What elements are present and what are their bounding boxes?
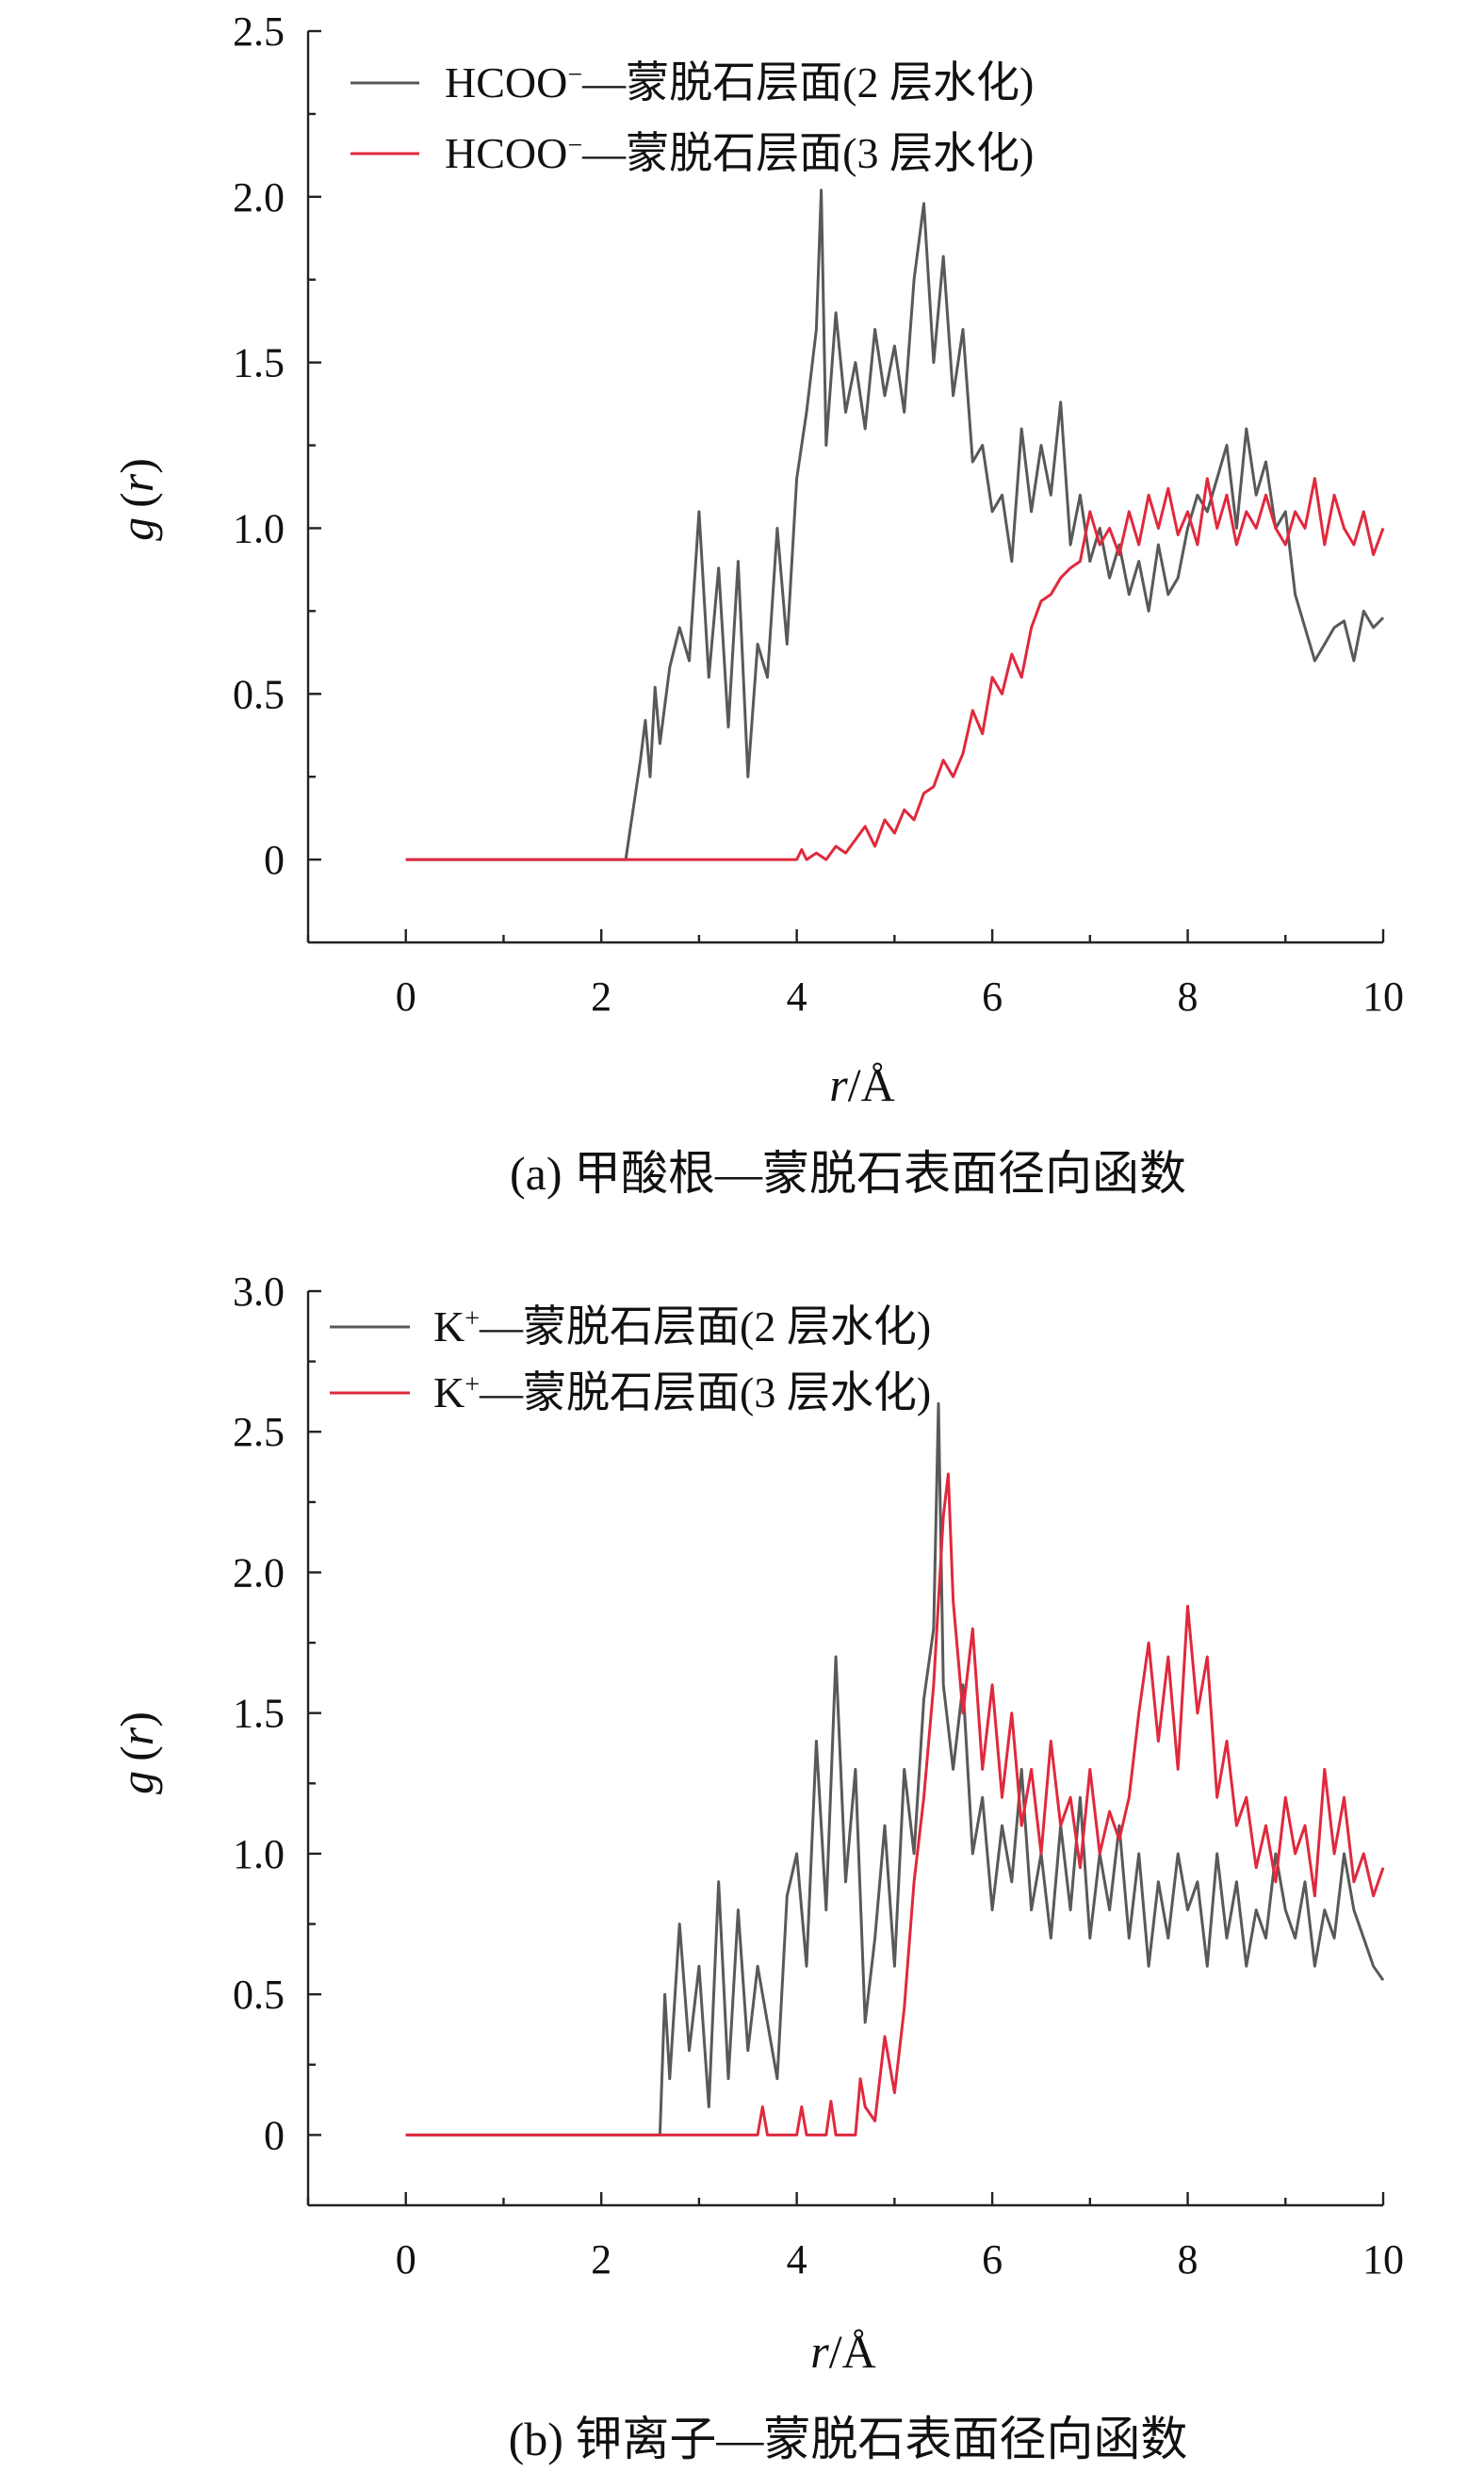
panel-b-legend-label-2: K+—蒙脱石层面(3 层水化)	[433, 1368, 931, 1416]
panel-a-caption: (a) 甲酸根—蒙脱石表面径向函数	[510, 1147, 1186, 1200]
panel-b-y-tick-label: 1.5	[233, 1691, 285, 1737]
panel-a-legend-label-1: HCOO−—蒙脱石层面(2 层水化)	[445, 58, 1034, 106]
panel-a-legend-label-2-sup: −	[567, 131, 582, 160]
panel-b-legend: K+—蒙脱石层面(2 层水化) K+—蒙脱石层面(3 层水化)	[330, 1302, 931, 1416]
panel-a-x-axis-title-unit: /Å	[848, 1058, 895, 1111]
panel-b-x-tick-label: 10	[1362, 2236, 1404, 2283]
panel-b-y-tick-label: 3.0	[233, 1269, 285, 1315]
panel-b-legend-label-1-base: K	[433, 1302, 465, 1351]
panel-b-x-tick-label: 6	[982, 2236, 1003, 2283]
panel-a-x-tick-label: 0	[396, 974, 416, 1020]
panel-b-legend-label-1-sup: +	[465, 1304, 480, 1334]
panel-a-plot-area	[306, 31, 1383, 944]
panel-a-legend-label-1-base: HCOO	[445, 58, 567, 106]
panel-b-y-axis-title-fn: g	[110, 1771, 163, 1794]
panel-b-y-tick-label: 2.0	[233, 1549, 285, 1596]
panel-b-caption: (b) 钾离子—蒙脱石表面径向函数	[509, 2413, 1188, 2465]
panel-b-plot-area	[306, 1291, 1383, 2207]
panel-a-x-tick-label: 6	[982, 974, 1003, 1020]
panel-b-series-layer	[405, 1401, 1385, 2136]
panel-a-y-tick-label: 2.0	[233, 174, 285, 221]
panel-b-x-axis-title: r/Å	[810, 2325, 875, 2378]
panel-a-x-tick-label: 8	[1178, 974, 1199, 1020]
panel-b-x-tick-label: 4	[787, 2236, 807, 2283]
panel-a-legend-label-2-base: HCOO	[445, 129, 567, 177]
panel-a-series-1-line	[405, 188, 1385, 861]
panel-a-y-tick-label: 1.0	[233, 505, 285, 551]
panel-a-y-tick-label: 0.5	[233, 671, 285, 717]
panel-b-legend-label-1-rest: —蒙脱石层面(2 层水化)	[479, 1302, 931, 1351]
panel-a: 0 0.5 1.0 1.5 2.0 2.5 0 2 4 6 8 10 g(r) r/Å (a) 甲酸根…	[110, 8, 1404, 1200]
panel-b-x-axis-title-var: r	[810, 2325, 829, 2378]
panel-b-y-axis-title: g(r)	[110, 1711, 163, 1794]
panel-b-series-1-line	[405, 1401, 1385, 2136]
panel-a-series-layer	[405, 188, 1385, 861]
panel-b-x-tick-label: 0	[396, 2236, 416, 2283]
panel-a-legend-label-2-rest: —蒙脱石层面(3 层水化)	[581, 129, 1034, 177]
panel-b-x-axis-title-unit: /Å	[829, 2325, 876, 2378]
panel-a-x-axis-title: r/Å	[829, 1058, 894, 1111]
panel-a-legend-label-1-sup: −	[567, 60, 582, 90]
panel-b-x-tick-label: 2	[591, 2236, 612, 2283]
panel-b-y-tick-label: 0.5	[233, 1972, 285, 2018]
panel-a-x-tick-label: 10	[1362, 974, 1404, 1020]
panel-a-y-tick-label: 1.5	[233, 340, 285, 386]
panel-a-y-axis-title: g(r)	[110, 458, 163, 541]
panel-b-legend-label-2-sup: +	[465, 1370, 480, 1400]
panel-a-legend-label-1-rest: —蒙脱石层面(2 层水化)	[581, 58, 1034, 106]
panel-a-y-tick-label: 0	[264, 837, 285, 883]
panel-b-series-2-line	[405, 1472, 1385, 2136]
panel-a-x-axis-title-var: r	[829, 1058, 848, 1111]
panel-a-legend: HCOO−—蒙脱石层面(2 层水化) HCOO−—蒙脱石层面(3 层水化)	[351, 58, 1034, 177]
panel-a-y-tick-label: 2.5	[233, 8, 285, 55]
panel-b-y-axis-title-var: r	[110, 1727, 163, 1745]
panel-a-x-tick-label: 2	[591, 974, 612, 1020]
panel-b-legend-label-1: K+—蒙脱石层面(2 层水化)	[433, 1302, 931, 1351]
panel-a-y-axis-title-var: r	[110, 473, 163, 492]
panel-a-ticks: 0 0.5 1.0 1.5 2.0 2.5 0 2 4 6 8 10	[233, 8, 1404, 1020]
panel-b-y-tick-label: 1.0	[233, 1831, 285, 1877]
panel-a-legend-label-2: HCOO−—蒙脱石层面(3 层水化)	[445, 129, 1034, 177]
panel-b-legend-label-2-rest: —蒙脱石层面(3 层水化)	[479, 1368, 931, 1416]
panel-b-x-tick-label: 8	[1178, 2236, 1199, 2283]
panel-a-series-2-line	[405, 477, 1385, 861]
panel-b-y-tick-label: 0	[264, 2112, 285, 2158]
panel-a-y-axis-title-fn: g	[110, 517, 163, 541]
panel-b: 0 0.5 1.0 1.5 2.0 2.5 3.0 0 2 4 6 8 10 g(r) r/Å (b) …	[110, 1269, 1404, 2465]
panel-a-x-tick-label: 4	[787, 974, 807, 1020]
panel-b-ticks: 0 0.5 1.0 1.5 2.0 2.5 3.0 0 2 4 6 8 10	[233, 1269, 1404, 2283]
panel-b-y-tick-label: 2.5	[233, 1409, 285, 1455]
panel-b-legend-label-2-base: K	[433, 1368, 465, 1416]
